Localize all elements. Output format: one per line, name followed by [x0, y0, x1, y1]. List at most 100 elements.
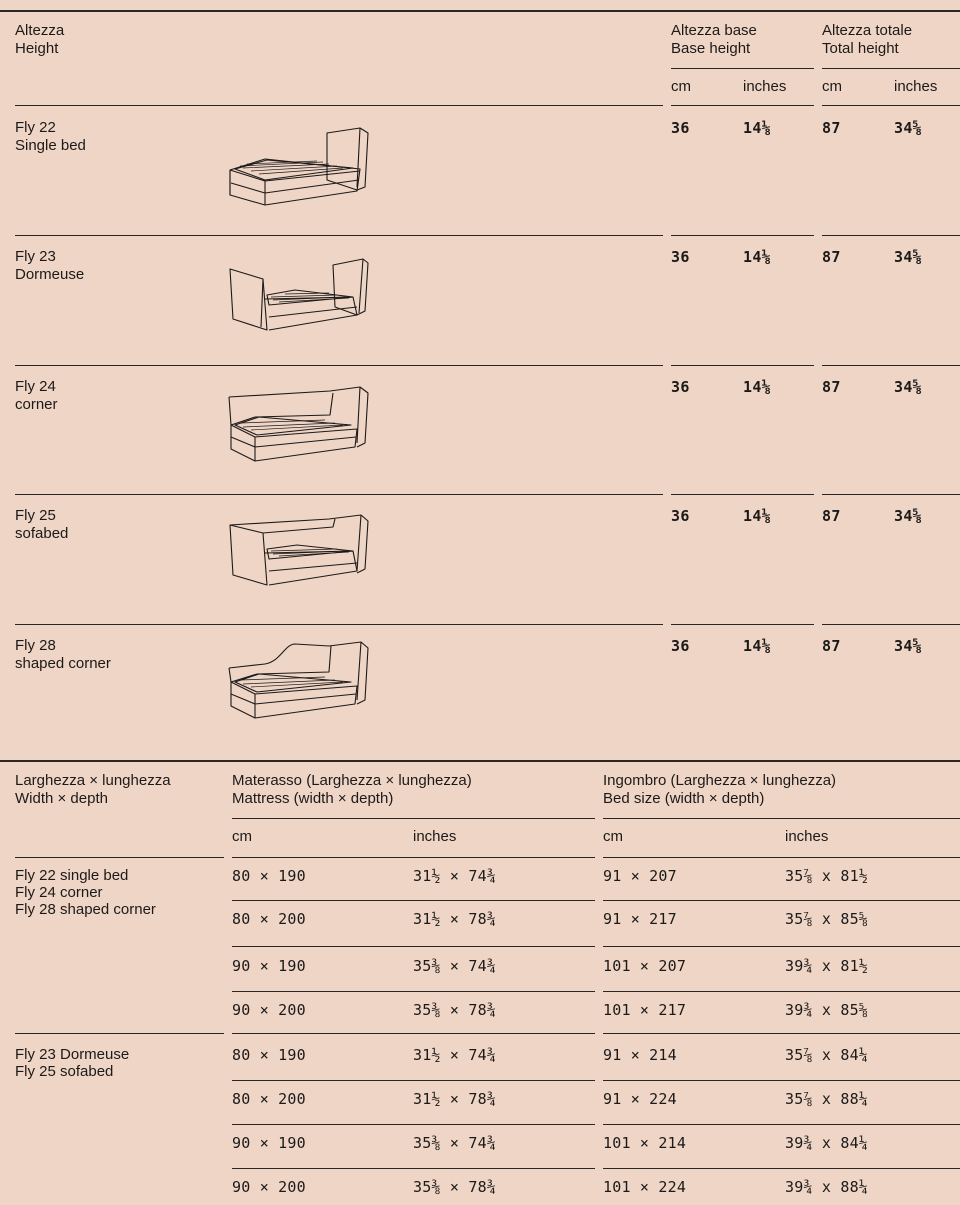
single-bed-illustration	[229, 127, 369, 206]
row-rule	[603, 1080, 960, 1081]
model-type: shaped corner	[15, 655, 111, 672]
total-unit-inches: inches	[894, 78, 938, 95]
mattress-in: 35⅜ × 78¾	[413, 1178, 497, 1196]
mattress-cm: 90 × 190	[232, 1134, 306, 1152]
group-model: Fly 23 Dormeuse	[15, 1046, 130, 1063]
bedsize-in: 35⅞ x 85⅝	[785, 910, 869, 928]
bedsize-in: 35⅞ x 81½	[785, 867, 869, 885]
row-rule	[603, 900, 960, 901]
subheader-rule	[232, 818, 595, 819]
total-in: 34⅝	[894, 119, 922, 137]
base-cm: 36	[671, 248, 690, 266]
bedsize-unit-cm: cm	[603, 828, 623, 845]
row-rule	[671, 494, 814, 495]
total-subheader-rule	[822, 68, 960, 69]
bedsize-in: 39¾ x 81½	[785, 957, 869, 975]
row-rule	[15, 494, 663, 495]
row-rule	[15, 105, 663, 106]
mattress-cm: 90 × 200	[232, 1178, 306, 1196]
row-rule	[603, 857, 960, 858]
bedsize-cm: 91 × 224	[603, 1090, 677, 1108]
bedsize-in: 39¾ x 84¼	[785, 1134, 869, 1152]
row-rule	[15, 235, 663, 236]
base-unit-cm: cm	[671, 78, 691, 95]
bedsize-cm: 101 × 214	[603, 1134, 687, 1152]
height-label-en: Height	[15, 40, 59, 57]
size-table-top-rule	[0, 760, 960, 762]
bedsize-label-it: Ingombro (Larghezza × lunghezza)	[603, 772, 837, 789]
total-in: 34⅝	[894, 248, 922, 266]
model-type: corner	[15, 396, 58, 413]
model-type: Single bed	[15, 137, 86, 154]
row-rule	[822, 624, 960, 625]
total-in: 34⅝	[894, 378, 922, 396]
bedsize-cm: 101 × 224	[603, 1178, 687, 1196]
mattress-cm: 90 × 190	[232, 957, 306, 975]
total-cm: 87	[822, 119, 841, 137]
bedsize-cm: 91 × 217	[603, 910, 677, 928]
base-in: 14⅛	[743, 507, 771, 525]
row-rule	[822, 365, 960, 366]
row-rule	[822, 494, 960, 495]
mattress-in: 31½ × 78¾	[413, 1090, 497, 1108]
dormeuse-illustration	[229, 258, 369, 331]
model-name: Fly 24	[15, 378, 56, 395]
row-rule	[603, 1124, 960, 1125]
shaped-corner-illustration	[228, 641, 369, 719]
row-rule	[232, 1124, 595, 1125]
group-model: Fly 28 shaped corner	[15, 901, 156, 918]
model-name: Fly 25	[15, 507, 56, 524]
mattress-cm: 80 × 200	[232, 1090, 306, 1108]
row-rule	[15, 624, 663, 625]
bedsize-label-en: Bed size (width × depth)	[603, 790, 765, 807]
bedsize-cm: 101 × 207	[603, 957, 687, 975]
row-rule	[603, 1168, 960, 1169]
bedsize-cm: 91 × 207	[603, 867, 677, 885]
total-cm: 87	[822, 507, 841, 525]
sofabed-illustration	[229, 514, 369, 586]
bedsize-in: 35⅞ x 84¼	[785, 1046, 869, 1064]
row-rule	[232, 857, 595, 858]
model-type: sofabed	[15, 525, 69, 542]
row-rule	[232, 1168, 595, 1169]
total-in: 34⅝	[894, 507, 922, 525]
row-rule	[671, 235, 814, 236]
bedsize-unit-inches: inches	[785, 828, 829, 845]
base-in: 14⅛	[743, 378, 771, 396]
mattress-in: 35⅜ × 74¾	[413, 1134, 497, 1152]
model-name: Fly 23	[15, 248, 56, 265]
group-rule	[15, 857, 224, 858]
model-name: Fly 22	[15, 119, 56, 136]
group-model: Fly 24 corner	[15, 884, 103, 901]
bedsize-cm: 91 × 214	[603, 1046, 677, 1064]
bedsize-in: 39¾ x 88¼	[785, 1178, 869, 1196]
base-cm: 36	[671, 119, 690, 137]
base-cm: 36	[671, 637, 690, 655]
mattress-unit-cm: cm	[232, 828, 252, 845]
row-rule	[603, 1033, 960, 1034]
base-unit-inches: inches	[743, 78, 787, 95]
model-type: Dormeuse	[15, 266, 85, 283]
model-name: Fly 28	[15, 637, 56, 654]
base-cm: 36	[671, 507, 690, 525]
mattress-cm: 90 × 200	[232, 1001, 306, 1019]
mattress-label-en: Mattress (width × depth)	[232, 790, 394, 807]
mattress-in: 31½ × 78¾	[413, 910, 497, 928]
bedsize-cm: 101 × 217	[603, 1001, 687, 1019]
corner-bed-illustration	[228, 386, 369, 462]
mattress-cm: 80 × 200	[232, 910, 306, 928]
row-rule	[603, 946, 960, 947]
base-in: 14⅛	[743, 637, 771, 655]
group-rule	[15, 1033, 224, 1034]
total-cm: 87	[822, 378, 841, 396]
size-label-en: Width × depth	[15, 790, 108, 807]
top-rule	[0, 10, 960, 12]
height-label-it: Altezza	[15, 22, 65, 39]
row-rule	[232, 1033, 595, 1034]
subheader-rule	[603, 818, 960, 819]
total-in: 34⅝	[894, 637, 922, 655]
group-model: Fly 22 single bed	[15, 867, 129, 884]
total-height-label-it: Altezza totale	[822, 22, 913, 39]
row-rule	[822, 235, 960, 236]
row-rule	[603, 991, 960, 992]
